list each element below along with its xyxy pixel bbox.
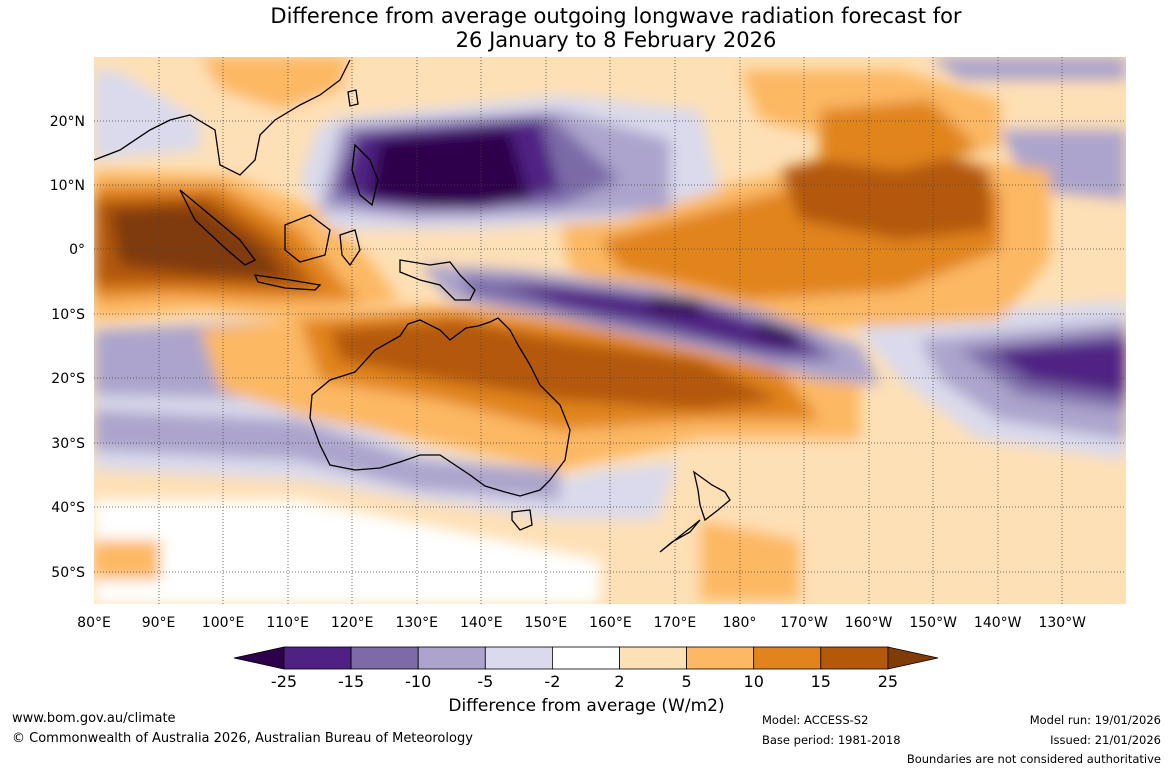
asia-coastline <box>94 59 351 176</box>
lat-label: 10°S <box>51 307 85 323</box>
map-title: Difference from average outgoing longwav… <box>0 4 1173 52</box>
colorbar-segment <box>686 646 755 670</box>
colorbar-extend-high <box>887 646 939 670</box>
lon-label: 160°E <box>589 615 632 631</box>
lon-label: 130°E <box>395 615 438 631</box>
colorbar-title: Difference from average (W/m2) <box>448 696 725 716</box>
colorbar-segment <box>350 646 419 670</box>
colorbar-tick-label: 25 <box>878 672 898 691</box>
lon-label: 90°E <box>142 615 176 631</box>
coastlines <box>94 59 731 553</box>
sumatra-coastline <box>179 189 256 266</box>
lat-label: 20°S <box>51 371 85 387</box>
copyright-text: © Commonwealth of Australia 2026, Austra… <box>12 731 473 746</box>
colorbar-tick-label: -5 <box>477 672 493 691</box>
latitude-labels: 20°N 10°N 0° 10°S 20°S 30°S 40°S 50°S <box>50 114 85 581</box>
colorbar-segment <box>283 646 352 670</box>
lon-label: 150°W <box>909 615 957 631</box>
lon-label: 80°E <box>77 615 111 631</box>
lon-label: 110°E <box>266 615 309 631</box>
model-run-label: Model run: 19/01/2026 <box>1029 713 1161 727</box>
tasmania-coastline <box>511 509 533 531</box>
title-line-1: Difference from average outgoing longwav… <box>270 4 962 28</box>
colorbar-tick-label: -25 <box>271 672 297 691</box>
sulawesi-coastline <box>339 229 361 267</box>
bom-url[interactable]: www.bom.gov.au/climate <box>12 711 176 726</box>
colorbar-tick-label: 5 <box>682 672 692 691</box>
lat-label: 50°S <box>51 565 85 581</box>
colorbar-segment <box>820 646 889 670</box>
lat-label: 10°N <box>50 178 85 194</box>
lat-label: 30°S <box>51 436 85 452</box>
taiwan-coastline <box>347 89 359 107</box>
lon-label: 170°W <box>780 615 828 631</box>
new-zealand-north-coastline <box>692 470 731 522</box>
java-coastline <box>253 274 322 291</box>
colorbar-tick-label: 10 <box>744 672 764 691</box>
colorbar-segment <box>619 646 687 670</box>
lon-label: 170°E <box>654 615 697 631</box>
lon-label: 150°E <box>525 615 568 631</box>
colorbar-tick-label: 15 <box>811 672 831 691</box>
borneo-coastline <box>284 214 331 263</box>
longitude-labels: 80°E 90°E 100°E 110°E 120°E 130°E 140°E 150°E 16… <box>77 615 1086 631</box>
lat-label: 0° <box>69 242 85 258</box>
colorbar-segment <box>552 646 620 670</box>
colorbar-tick-label: -2 <box>544 672 560 691</box>
colorbar: -25 -15 -10 -5 -2 2 5 10 15 25 <box>233 646 939 691</box>
colorbar-tick-label: -15 <box>338 672 364 691</box>
colorbar-tick-label: -10 <box>405 672 431 691</box>
disclaimer-text: Boundaries are not considered authoritat… <box>906 752 1161 766</box>
philippines-coastline <box>351 143 379 207</box>
lon-label: 120°E <box>331 615 374 631</box>
lat-label: 40°S <box>51 500 85 516</box>
colorbar-segment <box>417 646 486 670</box>
lat-label: 20°N <box>50 114 85 130</box>
colorbar-extend-low <box>233 646 285 670</box>
lon-label: 180° <box>723 615 757 631</box>
lon-label: 140°E <box>460 615 503 631</box>
colorbar-segment <box>753 646 822 670</box>
lon-label: 140°W <box>974 615 1022 631</box>
lon-label: 130°W <box>1038 615 1086 631</box>
lon-label: 160°W <box>845 615 893 631</box>
title-line-2: 26 January to 8 February 2026 <box>455 28 777 52</box>
colorbar-segment <box>484 646 553 670</box>
model-label: Model: ACCESS-S2 <box>762 713 869 727</box>
new-guinea-coastline <box>399 259 476 301</box>
colorbar-tick-label: 2 <box>614 672 624 691</box>
lon-label: 100°E <box>202 615 245 631</box>
map-field <box>94 57 1126 604</box>
base-period-label: Base period: 1981-2018 <box>762 733 901 747</box>
new-zealand-south-coastline <box>659 519 701 553</box>
australia-coastline <box>309 317 571 497</box>
issued-label: Issued: 21/01/2026 <box>1050 733 1161 747</box>
